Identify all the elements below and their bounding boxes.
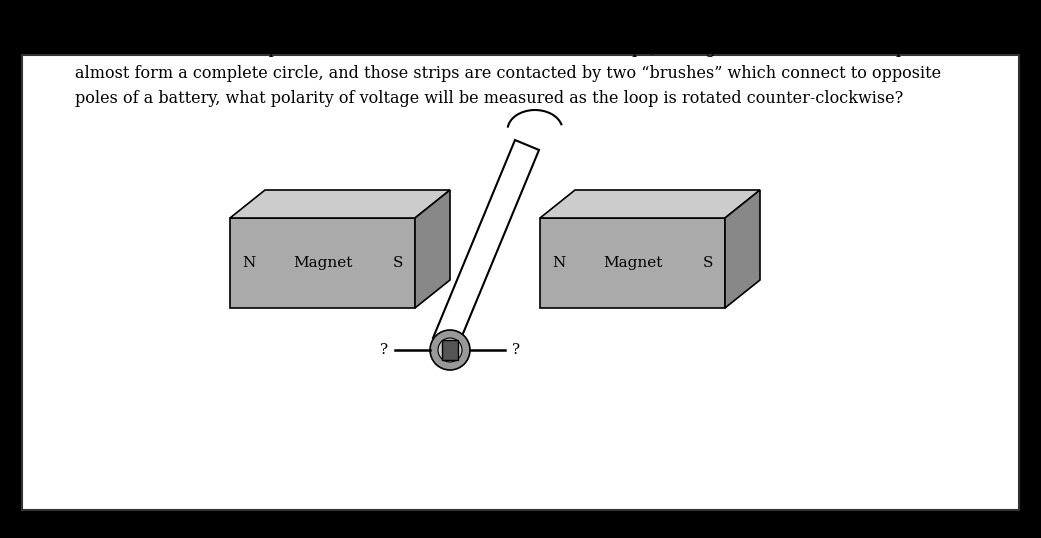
Polygon shape	[433, 140, 539, 348]
Text: 2.: 2.	[45, 40, 60, 57]
Text: If the ends of a wire loop are attached to two half-circular metal strips, arran: If the ends of a wire loop are attached …	[75, 40, 941, 107]
Text: S: S	[703, 256, 713, 270]
Circle shape	[445, 345, 455, 355]
Polygon shape	[540, 190, 760, 218]
Polygon shape	[230, 190, 450, 218]
Text: N: N	[242, 256, 255, 270]
Text: Magnet: Magnet	[603, 256, 662, 270]
Text: ?: ?	[380, 343, 388, 357]
Polygon shape	[725, 190, 760, 308]
Polygon shape	[415, 190, 450, 308]
Circle shape	[438, 338, 462, 362]
Circle shape	[430, 330, 469, 370]
Text: Magnet: Magnet	[293, 256, 352, 270]
Text: S: S	[392, 256, 403, 270]
Text: N: N	[552, 256, 565, 270]
Text: ?: ?	[512, 343, 520, 357]
Bar	[22, 55, 1019, 510]
Bar	[442, 340, 458, 360]
Polygon shape	[540, 218, 725, 308]
Polygon shape	[230, 218, 415, 308]
